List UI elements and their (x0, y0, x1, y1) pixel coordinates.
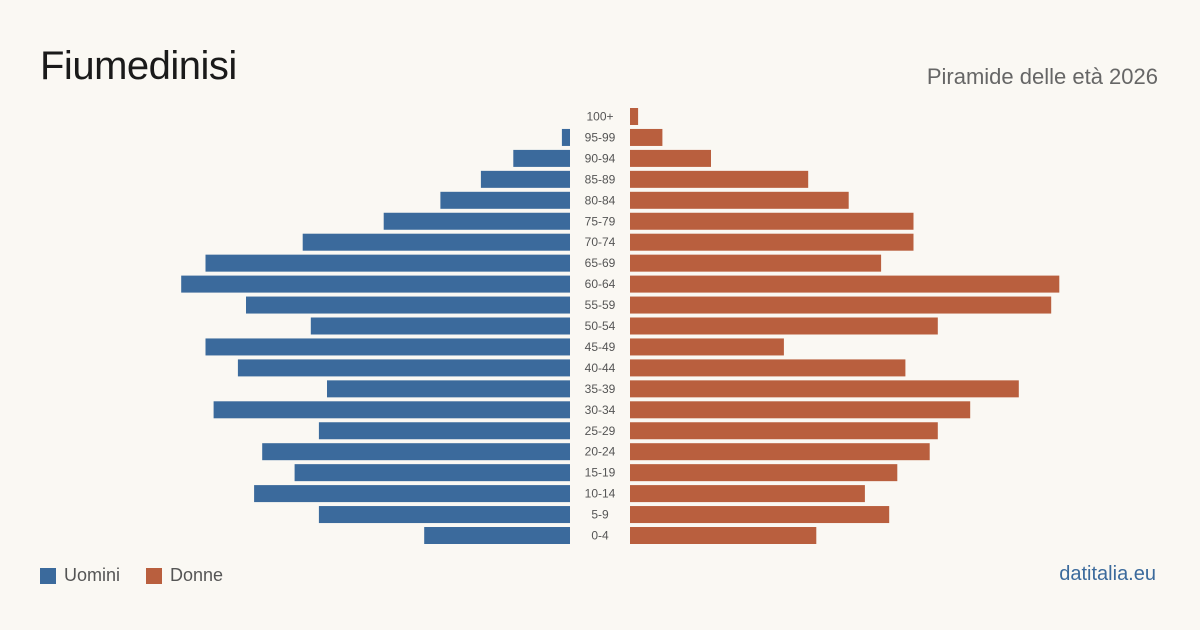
bar-men-45-49 (205, 338, 570, 356)
bar-men-40-44 (237, 359, 570, 377)
bar-women-25-29 (630, 422, 938, 440)
bar-men-50-54 (310, 317, 570, 335)
bar-men-80-84 (440, 191, 570, 209)
bar-men-55-59 (246, 296, 570, 314)
age-label: 20-24 (585, 445, 616, 459)
bar-men-60-64 (181, 275, 570, 293)
bar-women-35-39 (630, 380, 1019, 398)
bar-men-95-99 (561, 128, 570, 146)
age-label: 45-49 (585, 340, 616, 354)
legend-swatch-women (146, 567, 163, 584)
bar-men-10-14 (254, 485, 570, 503)
legend-swatch-men (40, 567, 56, 584)
age-label: 95-99 (585, 130, 616, 144)
bar-women-95-99 (630, 128, 663, 146)
age-label: 10-14 (585, 487, 616, 501)
bar-women-10-14 (630, 485, 865, 503)
source-link[interactable]: datitalia.eu (1059, 563, 1156, 585)
bar-women-75-79 (630, 212, 914, 230)
bar-men-70-74 (302, 233, 570, 251)
bar-women-85-89 (630, 170, 809, 188)
bar-women-100+ (630, 108, 639, 125)
bar-women-5-9 (630, 506, 890, 524)
age-label: 70-74 (585, 235, 616, 249)
age-label: 35-39 (585, 382, 616, 396)
bar-women-65-69 (630, 254, 882, 272)
page-title: Fiumedinisi (40, 44, 237, 88)
age-label: 75-79 (585, 214, 616, 228)
chart-subtitle: Piramide delle età 2026 (926, 64, 1158, 89)
age-label: 55-59 (585, 298, 616, 312)
bar-men-75-79 (383, 212, 570, 230)
bar-women-55-59 (630, 296, 1052, 314)
age-label: 40-44 (585, 361, 616, 375)
age-label: 50-54 (585, 319, 616, 333)
bar-men-20-24 (262, 443, 570, 461)
age-label: 0-4 (591, 529, 609, 543)
age-label: 80-84 (585, 193, 616, 207)
bar-women-90-94 (630, 149, 711, 167)
bar-women-50-54 (630, 317, 938, 335)
bar-men-35-39 (327, 380, 570, 398)
legend: Uomini Donne (40, 565, 223, 586)
legend-item-women: Donne (146, 565, 223, 586)
bar-men-30-34 (213, 401, 570, 419)
bar-men-25-29 (318, 422, 570, 440)
age-label: 85-89 (585, 172, 616, 186)
bar-women-30-34 (630, 401, 971, 419)
legend-label-women: Donne (170, 565, 224, 585)
bar-men-5-9 (318, 506, 570, 524)
legend-item-men: Uomini (40, 565, 120, 586)
age-label: 100+ (586, 110, 613, 124)
bar-men-0-4 (424, 527, 570, 544)
bar-women-60-64 (630, 275, 1060, 293)
age-label: 15-19 (585, 466, 616, 480)
age-label: 60-64 (585, 277, 616, 291)
bar-women-70-74 (630, 233, 914, 251)
population-pyramid-chart: 100+ 95-99 90-94 85-89 80-84 75-79 70-74 65-69 6… (181, 108, 1060, 544)
bar-women-0-4 (630, 527, 817, 544)
age-label: 65-69 (585, 256, 616, 270)
age-label: 30-34 (585, 403, 616, 417)
age-label: 25-29 (585, 424, 616, 438)
bar-men-85-89 (480, 170, 570, 188)
bar-men-90-94 (513, 149, 570, 167)
legend-label-men: Uomini (64, 565, 121, 585)
age-label: 90-94 (585, 151, 616, 165)
age-label: 5-9 (591, 508, 609, 522)
bar-men-65-69 (205, 254, 570, 272)
bar-women-45-49 (630, 338, 784, 356)
bar-women-40-44 (630, 359, 906, 377)
bar-men-15-19 (294, 464, 570, 482)
bar-women-80-84 (630, 191, 849, 209)
bar-women-15-19 (630, 464, 898, 482)
bar-women-20-24 (630, 443, 930, 461)
